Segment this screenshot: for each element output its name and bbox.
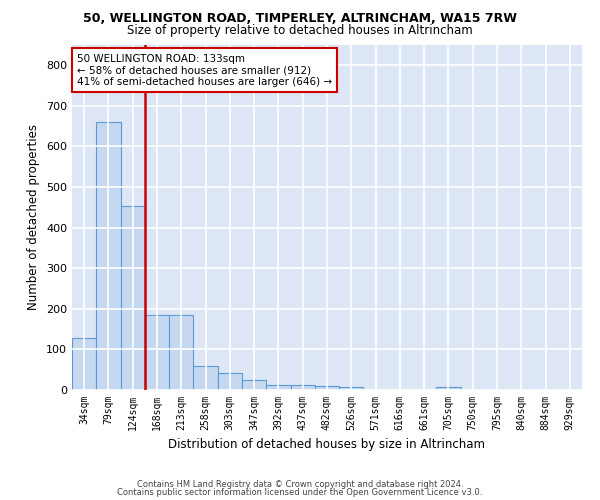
Bar — [218, 372, 242, 390]
Text: Size of property relative to detached houses in Altrincham: Size of property relative to detached ho… — [127, 24, 473, 37]
Bar — [242, 380, 266, 390]
Bar — [96, 122, 121, 390]
Bar — [121, 206, 145, 390]
Bar — [290, 384, 315, 390]
Y-axis label: Number of detached properties: Number of detached properties — [28, 124, 40, 310]
Bar — [436, 387, 461, 390]
Bar — [339, 387, 364, 390]
Bar — [266, 384, 290, 390]
Text: Contains public sector information licensed under the Open Government Licence v3: Contains public sector information licen… — [118, 488, 482, 497]
Text: 50, WELLINGTON ROAD, TIMPERLEY, ALTRINCHAM, WA15 7RW: 50, WELLINGTON ROAD, TIMPERLEY, ALTRINCH… — [83, 12, 517, 26]
Text: Contains HM Land Registry data © Crown copyright and database right 2024.: Contains HM Land Registry data © Crown c… — [137, 480, 463, 489]
Bar — [72, 338, 96, 390]
X-axis label: Distribution of detached houses by size in Altrincham: Distribution of detached houses by size … — [169, 438, 485, 452]
Bar — [169, 315, 193, 390]
Bar — [315, 386, 339, 390]
Bar — [145, 315, 169, 390]
Text: 50 WELLINGTON ROAD: 133sqm
← 58% of detached houses are smaller (912)
41% of sem: 50 WELLINGTON ROAD: 133sqm ← 58% of deta… — [77, 54, 332, 87]
Bar — [193, 366, 218, 390]
